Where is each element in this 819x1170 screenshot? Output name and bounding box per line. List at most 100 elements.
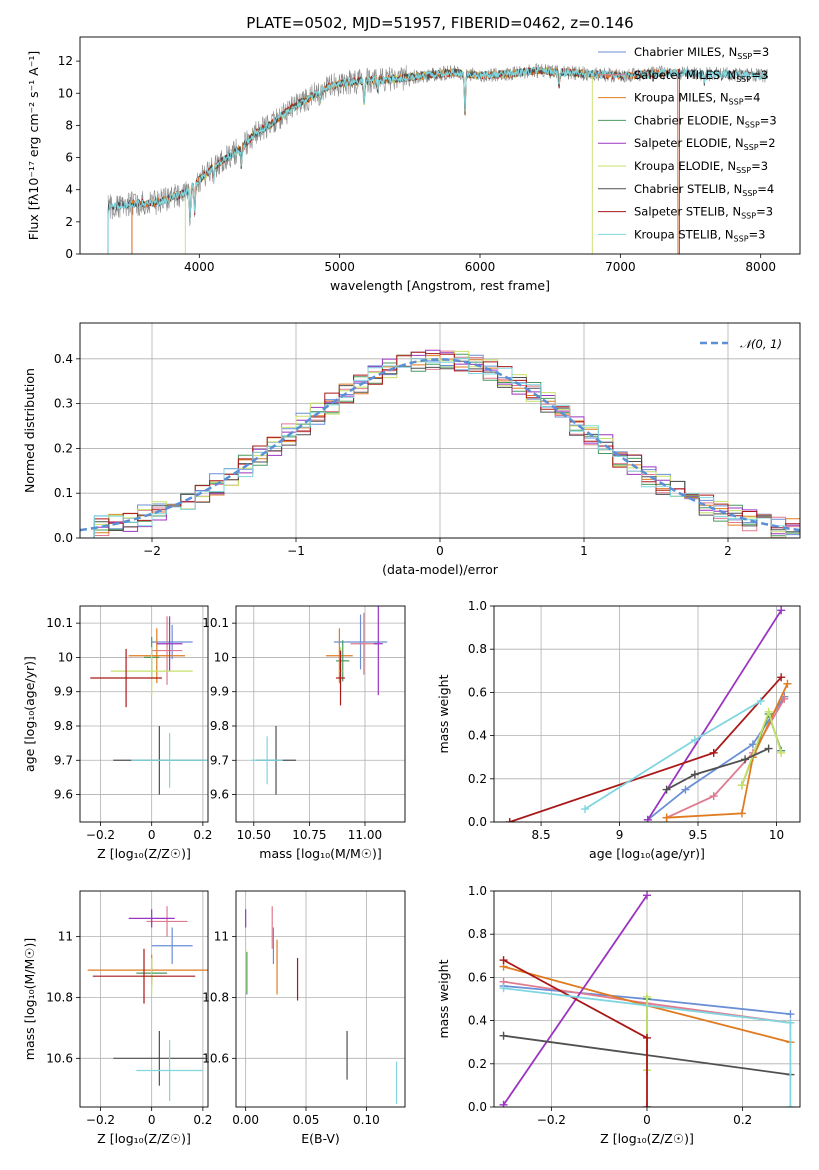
y-axis-label: Normed distribution — [22, 368, 37, 493]
y-tick-label: 4 — [65, 183, 73, 197]
point-marker — [737, 809, 746, 818]
errorbar-chabrier-miles — [151, 927, 193, 965]
y-tick-label: 0.6 — [468, 685, 487, 699]
x-tick-label: 9.5 — [688, 828, 707, 842]
point-marker — [499, 956, 508, 965]
axes-frame — [79, 322, 801, 539]
y-tick-label: 0.8 — [468, 642, 487, 656]
point-marker — [741, 755, 750, 764]
grid — [236, 606, 405, 822]
y-tick-label: 10.1 — [202, 616, 229, 630]
y-axis-label: mass weight — [436, 674, 451, 753]
x-axis-label: Z [log₁₀(Z/Z☉)] — [97, 1131, 191, 1146]
plot-area — [107, 63, 769, 254]
legend-label: Salpeter ELODIE, NSSP=2 — [634, 136, 776, 152]
y-tick-label: 9.6 — [54, 788, 73, 802]
histogram-kroupa-stelib — [80, 357, 800, 538]
errorbar-salpeter-elodie — [373, 606, 383, 696]
x-axis-label: wavelength [Angstrom, rest frame] — [330, 278, 550, 293]
x-tick-label: 0 — [436, 544, 444, 558]
series-line — [647, 609, 782, 821]
x-tick-label: 2 — [724, 544, 732, 558]
point-marker — [643, 992, 651, 1001]
axes-frame — [79, 605, 209, 823]
point-marker — [505, 818, 514, 822]
plot-area — [505, 606, 792, 822]
errorbar-salpeter-stelib — [90, 648, 162, 708]
y-tick-label: 10 — [58, 650, 73, 664]
legend: Chabrier MILES, NSSP=3 Salpeter MILES, NS… — [598, 45, 777, 243]
x-tick-label: 10.75 — [292, 828, 326, 842]
y-tick-label: 10.8 — [202, 990, 229, 1004]
y-tick-label: 0.6 — [468, 970, 487, 984]
model-line-salpeter-stelib — [131, 66, 680, 254]
point-marker — [643, 815, 652, 822]
x-tick-label: −0.2 — [537, 1113, 566, 1127]
y-tick-label: 0.1 — [54, 486, 73, 500]
axes-frame — [79, 36, 801, 255]
y-tick-label: 0.2 — [468, 1057, 487, 1071]
legend-label: Chabrier STELIB, NSSP=4 — [634, 182, 774, 198]
axes-frame — [79, 890, 209, 1108]
x-tick-label: 1 — [580, 544, 588, 558]
point-marker — [777, 606, 786, 615]
x-tick-label: 0.05 — [293, 1113, 320, 1127]
plot-area — [80, 349, 800, 538]
series-salpeter-stelib — [499, 956, 651, 1107]
x-tick-label: −2 — [143, 544, 161, 558]
x-tick-label: 0 — [148, 828, 156, 842]
errorbar-salpeter-elodie — [128, 909, 175, 928]
chart-title: PLATE=0502, MJD=51957, FIBERID=0462, z=0… — [246, 14, 633, 32]
point-marker — [764, 707, 773, 716]
y-tick-label: 0.3 — [54, 397, 73, 411]
y-tick-label: 9.7 — [210, 753, 229, 767]
x-tick-label: 8000 — [745, 260, 776, 274]
panel-mass-vs-metallicity: −0.2 0 0.2 10.6 10.8 11 Z [log₁₀(Z/Z☉)] mass [l… — [22, 890, 212, 1146]
errorbar-salpeter-elodie — [156, 616, 183, 672]
x-tick-label: 0 — [148, 1113, 156, 1127]
x-tick-label: 0.2 — [193, 828, 212, 842]
y-tick-label: 6 — [65, 151, 73, 165]
y-tick-label: 9.9 — [54, 685, 73, 699]
point-marker — [662, 813, 671, 822]
errorbar-kroupa-miles — [326, 628, 353, 684]
grid — [80, 606, 208, 822]
series-line — [666, 747, 769, 791]
legend-label: Kroupa MILES, NSSP=4 — [634, 91, 760, 107]
panel-residual-histogram: −2 −1 0 1 2 0.0 0.1 0.2 0.3 0.4 (data-model)/error… — [22, 322, 801, 577]
series-kroupa-stelib — [499, 984, 795, 1107]
series-kroupa-elodie — [737, 707, 786, 790]
errorbar-salpeter-stelib — [336, 650, 345, 706]
x-tick-label: 7000 — [605, 260, 636, 274]
x-tick-label: 0 — [643, 1113, 651, 1127]
panel-mass-weight-vs-metallicity: −0.2 0 0.2 0.0 0.2 0.4 0.6 0.8 1.0 Z [log₁₀(Z/Z☉)… — [436, 884, 801, 1146]
point-marker — [499, 1100, 508, 1107]
y-tick-label: 8 — [65, 118, 73, 132]
legend-label: 𝒩(0, 1) — [740, 337, 782, 351]
point-marker — [777, 673, 786, 682]
grid — [494, 605, 800, 823]
y-tick-label: 10.6 — [202, 1051, 229, 1065]
grid — [236, 891, 405, 1107]
panel-age-vs-metallicity: −0.2 0 0.2 9.6 9.7 9.8 9.9 10 10.1 Z [log₁₀(Z/Z☉)… — [22, 605, 212, 861]
y-tick-label: 10 — [58, 86, 73, 100]
point-marker — [764, 744, 773, 753]
legend-label: Kroupa ELODIE, NSSP=3 — [634, 159, 768, 175]
x-axis-label: age [log₁₀(age/yr)] — [589, 846, 705, 861]
y-tick-label: 1.0 — [468, 599, 487, 613]
y-tick-label: 0.2 — [54, 441, 73, 455]
model-line-kroupa-miles — [131, 66, 679, 254]
normal-distribution-line — [80, 358, 800, 532]
errorbar-kroupa-elodie — [110, 647, 193, 696]
series-line — [503, 959, 648, 1107]
y-tick-label: 11 — [214, 930, 229, 944]
x-tick-label: −1 — [287, 544, 305, 558]
point-marker — [786, 1018, 795, 1027]
point-marker — [709, 792, 718, 801]
errorbar-salpeter-miles — [350, 612, 378, 675]
point-marker — [786, 1010, 795, 1019]
y-tick-label: 0.0 — [468, 1100, 487, 1114]
point-marker — [643, 1103, 651, 1107]
histogram-salpeter-stelib — [80, 351, 800, 538]
